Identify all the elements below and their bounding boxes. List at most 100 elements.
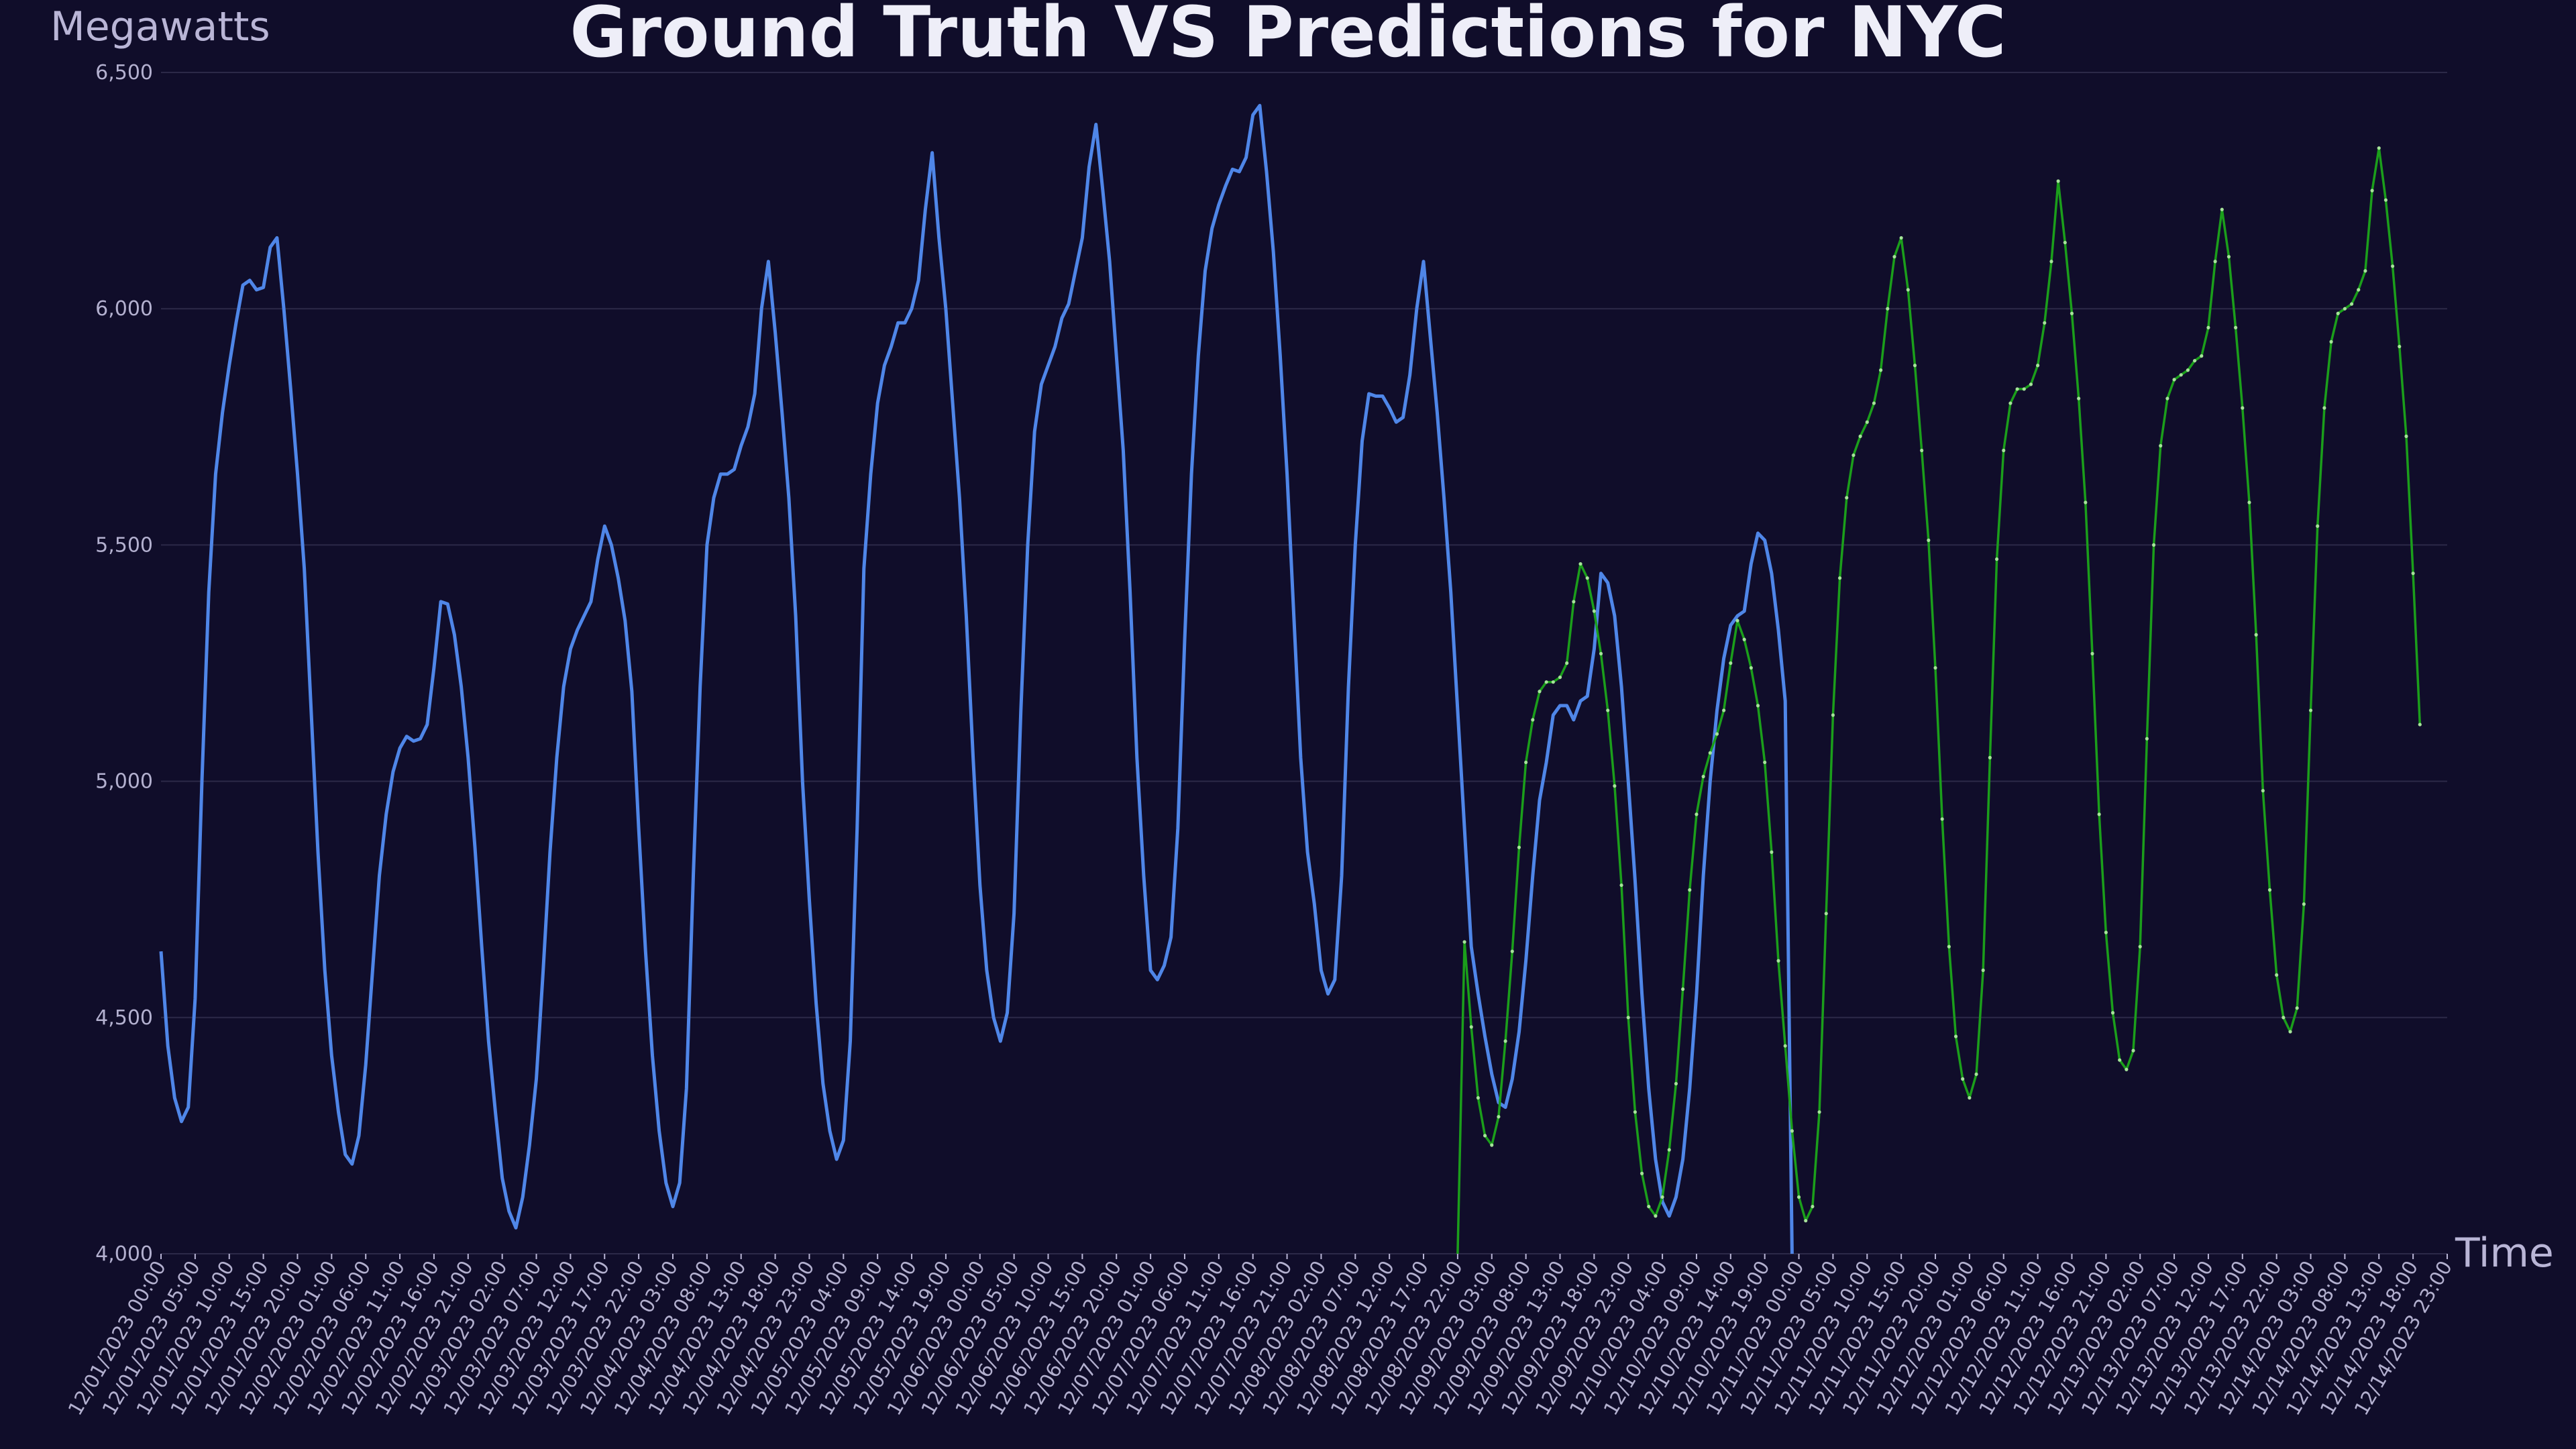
prediction-point bbox=[1572, 600, 1576, 604]
prediction-point bbox=[1565, 661, 1569, 665]
prediction-point bbox=[1790, 1129, 1794, 1133]
prediction-point bbox=[2063, 240, 2067, 245]
prediction-point bbox=[1476, 1095, 1481, 1100]
prediction-point bbox=[1906, 288, 1910, 292]
prediction-point bbox=[1927, 538, 1931, 542]
prediction-point bbox=[1551, 680, 1555, 684]
prediction-point bbox=[2213, 260, 2217, 264]
prediction-point bbox=[2357, 288, 2361, 292]
ground-truth-line bbox=[159, 103, 1794, 1254]
prediction-point bbox=[1613, 784, 1617, 788]
prediction-point bbox=[1749, 665, 1753, 670]
gridlines bbox=[161, 72, 2447, 1254]
prediction-point bbox=[1483, 1134, 1487, 1138]
prediction-point bbox=[1804, 1219, 1808, 1223]
prediction-point bbox=[1968, 1095, 1972, 1100]
prediction-point bbox=[2118, 1058, 2122, 1062]
prediction-point bbox=[2200, 354, 2204, 358]
prediction-point bbox=[2254, 633, 2258, 637]
prediction-point bbox=[1708, 751, 1712, 755]
prediction-point bbox=[1640, 1171, 1644, 1175]
prediction-point bbox=[2125, 1067, 2129, 1071]
prediction-point bbox=[1674, 1081, 1678, 1086]
prediction-point bbox=[1503, 1039, 1507, 1043]
prediction-point bbox=[2418, 722, 2422, 727]
prediction-point bbox=[2104, 930, 2108, 934]
prediction-point bbox=[1497, 1115, 1501, 1119]
prediction-point bbox=[1756, 704, 1760, 708]
prediction-point bbox=[1599, 651, 1603, 656]
prediction-point bbox=[1899, 235, 1903, 240]
prediction-points bbox=[1462, 146, 2422, 1223]
prediction-point bbox=[1490, 1143, 1494, 1147]
prediction-point bbox=[1886, 307, 1890, 311]
prediction-point bbox=[2036, 364, 2040, 368]
prediction-point bbox=[2329, 339, 2333, 344]
prediction-point bbox=[1592, 609, 1596, 613]
prediction-point bbox=[2145, 737, 2149, 741]
prediction-point bbox=[2247, 500, 2251, 504]
prediction-point bbox=[1701, 774, 1705, 779]
prediction-point bbox=[1770, 850, 1774, 854]
prediction-point bbox=[2043, 321, 2047, 325]
prediction-point bbox=[1469, 1025, 1473, 1029]
prediction-point bbox=[1817, 1110, 1821, 1114]
prediction-point bbox=[2084, 500, 2088, 504]
prediction-point bbox=[1994, 557, 1999, 561]
prediction-point bbox=[2349, 302, 2354, 306]
prediction-point bbox=[2138, 945, 2142, 949]
prediction-point bbox=[1742, 637, 1746, 641]
prediction-point bbox=[1647, 1204, 1651, 1209]
series-layer bbox=[159, 103, 2422, 1254]
prediction-point bbox=[2049, 260, 2053, 264]
prediction-point bbox=[1462, 940, 1466, 944]
prediction-point bbox=[1626, 1016, 1630, 1020]
prediction-point bbox=[2226, 255, 2231, 259]
prediction-point bbox=[2097, 812, 2101, 816]
prediction-point bbox=[1940, 817, 1944, 821]
prediction-point bbox=[1879, 368, 1883, 372]
prediction-point bbox=[1920, 448, 1924, 453]
prediction-point bbox=[1824, 912, 1828, 916]
prediction-point bbox=[2192, 359, 2197, 363]
prediction-point bbox=[1660, 1195, 1664, 1199]
prediction-point bbox=[1981, 968, 1985, 972]
y-axis-ticks: 4,000 4,500 5,000 5,500 6,000 6,500 bbox=[95, 61, 153, 1266]
prediction-point bbox=[1531, 718, 1535, 722]
prediction-point bbox=[2302, 902, 2306, 906]
prediction-point bbox=[2383, 198, 2388, 202]
prediction-point bbox=[2404, 434, 2408, 438]
prediction-point bbox=[1831, 713, 1835, 717]
prediction-point bbox=[2077, 396, 2081, 400]
prediction-point bbox=[1837, 576, 1842, 580]
prediction-point bbox=[2022, 387, 2026, 391]
y-tick-label: 4,500 bbox=[95, 1006, 153, 1030]
y-tick-label: 6,500 bbox=[95, 61, 153, 85]
prediction-point bbox=[2110, 1011, 2115, 1015]
y-tick-label: 5,000 bbox=[95, 770, 153, 794]
prediction-point bbox=[1796, 1195, 1801, 1199]
prediction-point bbox=[1858, 434, 1862, 438]
prediction-point bbox=[1538, 690, 1542, 694]
prediction-point bbox=[1681, 987, 1685, 991]
prediction-point bbox=[1947, 945, 1951, 949]
prediction-point bbox=[1953, 1034, 1958, 1038]
prediction-point bbox=[1695, 812, 1699, 816]
prediction-point bbox=[1510, 949, 1514, 953]
prediction-point bbox=[2282, 1016, 2286, 1020]
prediction-point bbox=[1961, 1077, 1965, 1081]
prediction-point bbox=[1544, 680, 1548, 684]
y-tick-label: 4,000 bbox=[95, 1242, 153, 1266]
prediction-point bbox=[2343, 307, 2347, 311]
prediction-point bbox=[1606, 708, 1610, 712]
prediction-point bbox=[2295, 1006, 2299, 1010]
prediction-point bbox=[1578, 561, 1582, 566]
prediction-point bbox=[1633, 1110, 1637, 1114]
prediction-point bbox=[1688, 888, 1692, 892]
prediction-point bbox=[2391, 264, 2395, 268]
prediction-point bbox=[2322, 406, 2326, 410]
prediction-point bbox=[1913, 364, 1917, 368]
prediction-point bbox=[1585, 576, 1589, 580]
prediction-point bbox=[2363, 269, 2367, 273]
